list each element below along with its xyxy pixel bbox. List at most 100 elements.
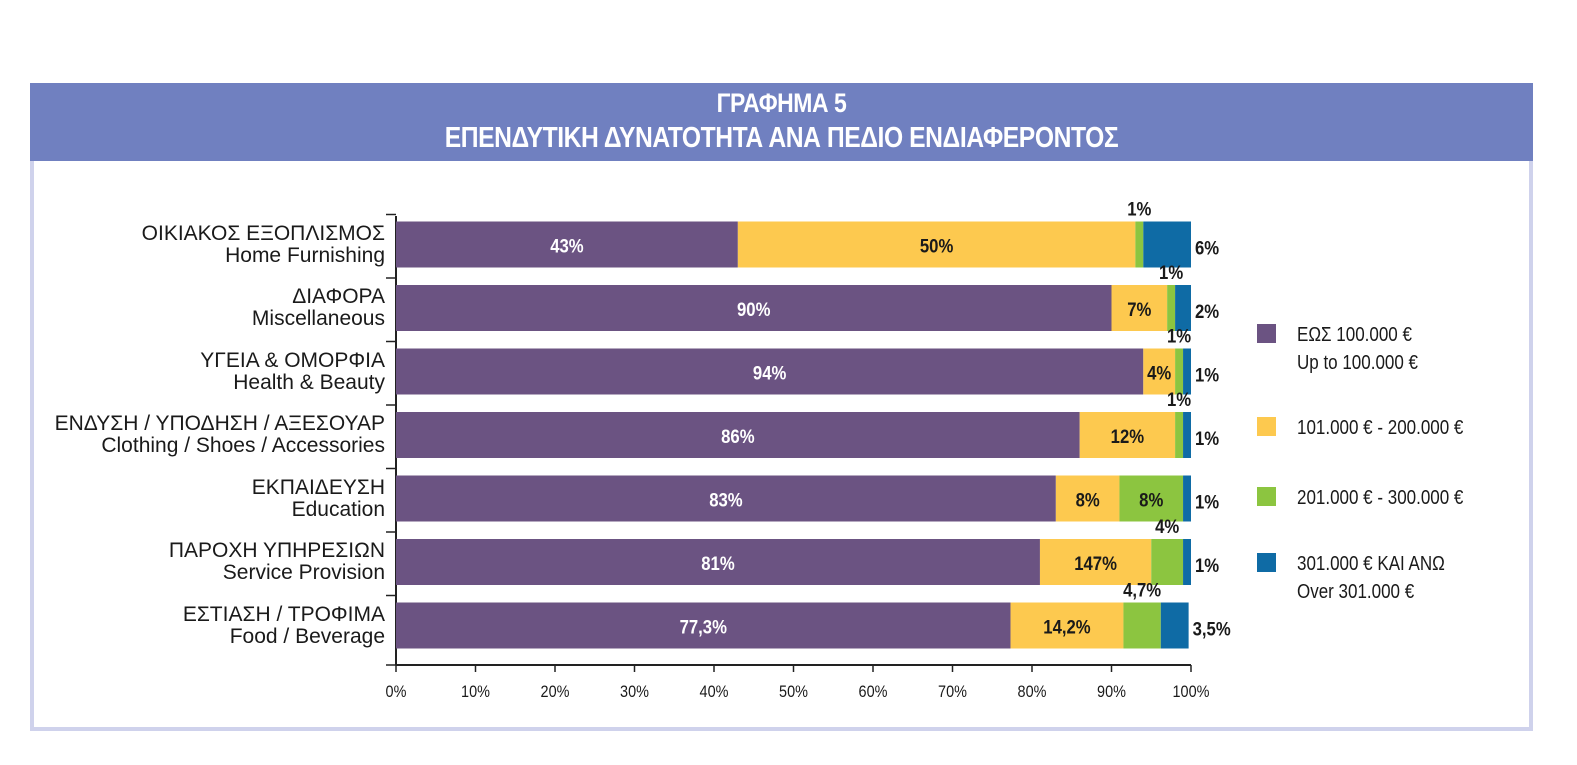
bar-segment	[1175, 285, 1191, 331]
x-tick-label: 0%	[386, 683, 407, 701]
legend-label-line1: 101.000 € - 200.000 €	[1297, 417, 1464, 439]
category-label-greek: ΟΙΚΙΑΚΟΣ ΕΞΟΠΛΙΣΜΟΣ	[141, 221, 385, 245]
data-label: 90%	[737, 299, 771, 320]
bar-segment	[396, 475, 1056, 522]
data-label: 1%	[1195, 365, 1219, 386]
bar-segment	[1123, 602, 1161, 649]
x-tick-label: 80%	[1018, 683, 1047, 701]
category-label-greek: ΥΓΕΙΑ & ΟΜΟΡΦΙΑ	[200, 348, 385, 372]
legend-label-line1: 201.000 € - 300.000 €	[1297, 487, 1464, 509]
bar-segment	[1175, 412, 1184, 458]
bar-segment	[396, 412, 1080, 458]
category-label-english: Education	[291, 497, 385, 521]
bar-segment	[396, 539, 1040, 585]
data-label: 1%	[1159, 262, 1183, 283]
bar-segment	[396, 602, 1011, 649]
data-label: 14,2%	[1043, 617, 1090, 638]
data-label: 50%	[920, 236, 954, 257]
bar-segment	[1175, 348, 1184, 395]
category-label: ΕΚΠΑΙΔΕΥΣΗ Education	[251, 475, 385, 521]
legend-swatch	[1257, 487, 1276, 506]
data-label: 77,3%	[680, 617, 727, 638]
legend-label-line2: Up to 100.000 €	[1297, 352, 1418, 374]
x-tick-label: 90%	[1097, 683, 1126, 701]
bar-segment	[1039, 539, 1152, 585]
data-label: 1%	[1195, 492, 1219, 513]
bar-segment	[1055, 475, 1120, 522]
category-label-greek: ΕΚΠΑΙΔΕΥΣΗ	[251, 475, 385, 499]
legend-label-line2: Over 301.000 €	[1297, 581, 1415, 603]
chart-header: ΓΡΑΦΗΜΑ 5 ΕΠΕΝΔΥΤΙΚΗ ΔΥΝΑΤΟΤΗΤΑ ΑΝΑ ΠΕΔΙ…	[30, 83, 1533, 161]
bar-segment	[396, 285, 1112, 331]
bar-segment	[1135, 221, 1144, 268]
chart-title-line2: ΕΠΕΝΔΥΤΙΚΗ ΔΥΝΑΤΟΤΗΤΑ ΑΝΑ ΠΕΔΙΟ ΕΝΔΙΑΦΕΡ…	[444, 122, 1119, 154]
legend-swatch	[1257, 324, 1276, 343]
data-label: 94%	[753, 363, 787, 384]
category-label-greek: ΕΣΤΙΑΣΗ / ΤΡΟΦΙΜΑ	[182, 602, 385, 626]
data-label: 1%	[1167, 326, 1191, 347]
x-tick-label: 10%	[461, 683, 490, 701]
bar-segment	[1010, 602, 1124, 649]
bar-segment	[1151, 539, 1184, 585]
legend-swatch	[1257, 553, 1276, 572]
data-label: 4%	[1155, 516, 1179, 537]
category-label: ΕΣΤΙΑΣΗ / ΤΡΟΦΙΜΑ Food / Beverage	[182, 602, 385, 648]
x-tick-label: 60%	[859, 683, 888, 701]
legend-label: ΕΩΣ 100.000 € Up to 100.000 €	[1297, 321, 1418, 377]
chart-title-line1: ΓΡΑΦΗΜΑ 5	[716, 88, 847, 118]
data-label: 7%	[1127, 299, 1151, 320]
legend-label-line1: 301.000 € ΚΑΙ ΑΝΩ	[1297, 553, 1445, 575]
data-label: 43%	[550, 236, 584, 257]
data-label: 3,5%	[1193, 619, 1231, 640]
data-label: 1%	[1167, 389, 1191, 410]
data-label: 1%	[1195, 555, 1219, 576]
x-tick-label: 100%	[1173, 683, 1210, 701]
category-label: ΔΙΑΦΟΡΑ Miscellaneous	[252, 286, 385, 330]
x-tick-label: 20%	[541, 683, 570, 701]
x-tick-label: 50%	[779, 683, 808, 701]
category-label-greek: ΠΑΡΟΧΗ ΥΠΗΡΕΣΙΩΝ	[168, 539, 385, 562]
x-tick-label: 40%	[700, 683, 729, 701]
category-label: ΕΝΔΥΣΗ / ΥΠΟΔΗΣΗ / ΑΞΕΣΟΥΑΡ Clothing / Sh…	[55, 413, 385, 457]
data-label: 81%	[701, 553, 735, 574]
bar-segment	[737, 221, 1136, 268]
bar-segment	[1167, 285, 1176, 331]
data-label: 147%	[1074, 553, 1117, 574]
data-label: 2%	[1195, 301, 1219, 322]
data-label: 4,7%	[1123, 580, 1161, 601]
category-label-english: Health & Beauty	[233, 370, 385, 394]
data-label: 8%	[1139, 490, 1163, 511]
category-label-english: Miscellaneous	[251, 307, 385, 330]
legend-label: 101.000 € - 200.000 €	[1297, 414, 1463, 442]
data-label: 4%	[1147, 363, 1171, 384]
bar-segment	[396, 348, 1144, 395]
bar-segment	[1183, 348, 1191, 395]
legend-label: 201.000 € - 300.000 €	[1297, 484, 1463, 512]
category-label-greek: ΕΝΔΥΣΗ / ΥΠΟΔΗΣΗ / ΑΞΕΣΟΥΑΡ	[54, 412, 385, 435]
data-label: 6%	[1195, 238, 1219, 259]
bar-segment	[1183, 539, 1191, 585]
category-label-english: Home Furnishing	[225, 243, 385, 267]
legend-label-line1: ΕΩΣ 100.000 €	[1297, 324, 1412, 346]
data-label: 8%	[1076, 490, 1100, 511]
category-label-english: Food / Beverage	[229, 624, 385, 648]
x-tick-label: 70%	[938, 683, 967, 701]
data-label: 1%	[1195, 428, 1219, 449]
bar-segment	[1143, 348, 1176, 395]
x-tick-label: 30%	[620, 683, 649, 701]
bar-segment	[1183, 412, 1191, 458]
data-label: 86%	[721, 426, 755, 447]
category-label: ΟΙΚΙΑΚΟΣ ΕΞΟΠΛΙΣΜΟΣ Home Furnishing	[141, 221, 385, 267]
bar-segment	[396, 221, 738, 268]
category-label: ΥΓΕΙΑ & ΟΜΟΡΦΙΑ Health & Beauty	[200, 348, 385, 394]
data-label: 1%	[1127, 199, 1151, 220]
category-label: ΠΑΡΟΧΗ ΥΠΗΡΕΣΙΩΝ Service Provision	[169, 540, 385, 584]
category-label-english: Clothing / Shoes / Accessories	[101, 434, 385, 457]
legend-label: 301.000 € ΚΑΙ ΑΝΩ Over 301.000 €	[1297, 550, 1445, 606]
data-label: 83%	[709, 490, 743, 511]
category-label-english: Service Provision	[222, 561, 385, 584]
bar-segment	[1111, 285, 1168, 331]
bar-segment	[1160, 602, 1189, 649]
legend-swatch	[1257, 417, 1276, 436]
